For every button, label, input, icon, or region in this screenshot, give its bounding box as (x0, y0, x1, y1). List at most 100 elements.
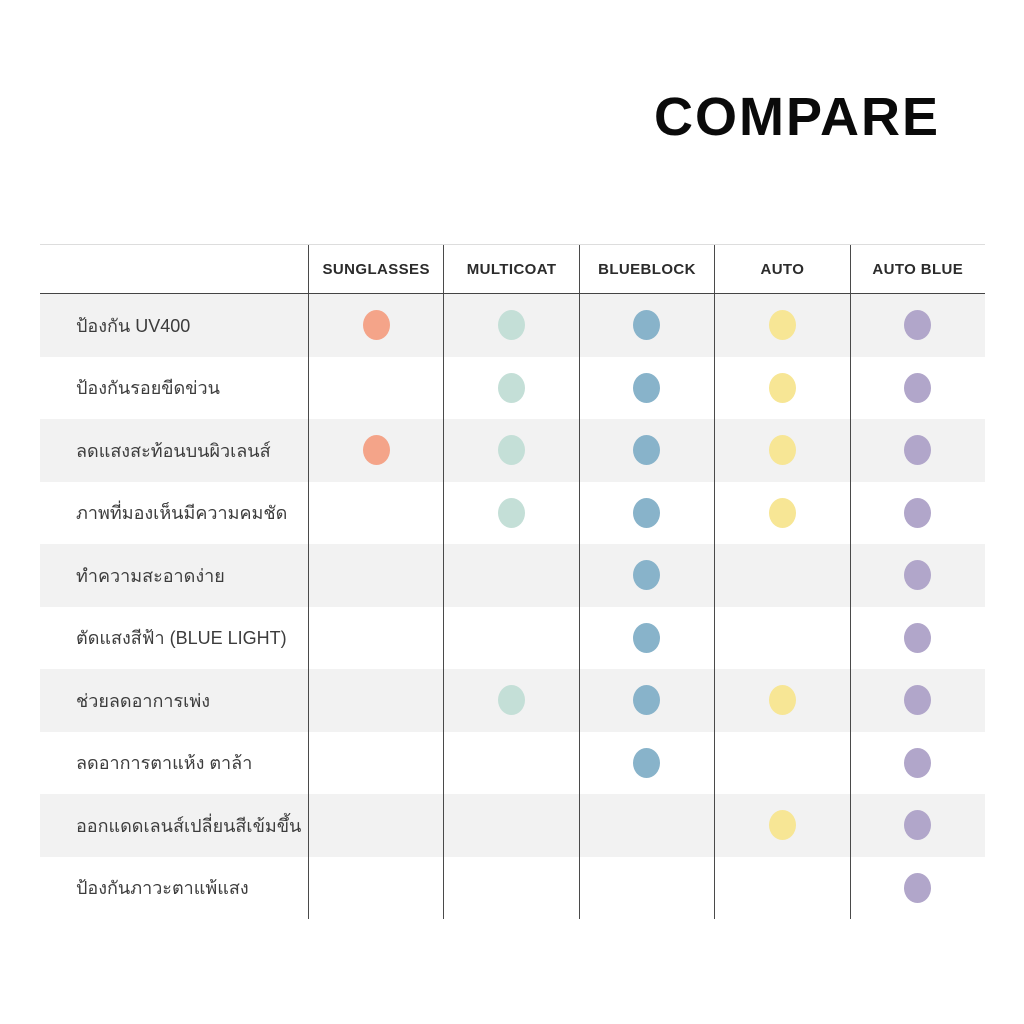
table-body: ป้องกัน UV400 ป้องกันรอยขีดข่วนลดแสงสะท้อ… (40, 294, 985, 919)
feature-cell (714, 481, 849, 544)
header-cell-multicoat: MULTICOAT (443, 245, 578, 293)
blue-dot (633, 372, 661, 403)
blue-dot (633, 435, 661, 466)
yellow-dot (768, 685, 796, 716)
feature-cell (578, 481, 714, 544)
mint-dot (498, 372, 526, 403)
row-label: ตัดแสงสีฟ้า (BLUE LIGHT) (76, 628, 287, 649)
header-cell-sunglasses: SUNGLASSES (308, 245, 443, 293)
row-label: ออกแดดเลนส์เปลี่ยนสีเข้มขึ้น (76, 815, 302, 836)
feature-cell (849, 606, 985, 669)
mint-dot (498, 497, 526, 528)
feature-cell (849, 669, 985, 732)
purple-dot (904, 622, 932, 653)
feature-cell (443, 856, 578, 919)
table-row: ลดแสงสะท้อนบนผิวเลนส์ (40, 419, 985, 482)
feature-cell (443, 481, 578, 544)
header-cell-empty (40, 245, 308, 293)
table-row: ตัดแสงสีฟ้า (BLUE LIGHT) (40, 606, 985, 669)
purple-dot (904, 872, 932, 903)
purple-dot (904, 497, 932, 528)
table-row: ออกแดดเลนส์เปลี่ยนสีเข้มขึ้น (40, 794, 985, 857)
feature-cell (308, 856, 443, 919)
feature-cell (714, 356, 849, 419)
purple-dot (904, 685, 932, 716)
feature-cell (578, 669, 714, 732)
blue-dot (633, 560, 661, 591)
table-header-row: SUNGLASSES MULTICOAT BLUEBLOCK AUTO AUTO… (40, 245, 985, 294)
feature-cell (714, 669, 849, 732)
table-row: ช่วยลดอาการเพ่ง (40, 669, 985, 732)
mint-dot (498, 435, 526, 466)
orange-dot (362, 310, 390, 341)
mint-dot (498, 685, 526, 716)
feature-cell (308, 731, 443, 794)
feature-cell (308, 294, 443, 357)
feature-cell (443, 731, 578, 794)
feature-cell (849, 294, 985, 357)
feature-cell (578, 356, 714, 419)
feature-cell (308, 481, 443, 544)
feature-cell (849, 544, 985, 607)
orange-dot (362, 435, 390, 466)
yellow-dot (768, 435, 796, 466)
table-row: ทำความสะอาดง่าย (40, 544, 985, 607)
header-cell-auto-blue: AUTO BLUE (849, 245, 985, 293)
feature-cell (443, 606, 578, 669)
blue-dot (633, 622, 661, 653)
yellow-dot (768, 497, 796, 528)
yellow-dot (768, 310, 796, 341)
feature-cell (714, 731, 849, 794)
row-label: ลดแสงสะท้อนบนผิวเลนส์ (76, 440, 271, 461)
feature-cell (308, 419, 443, 482)
purple-dot (904, 747, 932, 778)
purple-dot (904, 310, 932, 341)
feature-cell (443, 669, 578, 732)
feature-cell (308, 544, 443, 607)
feature-cell (849, 856, 985, 919)
feature-cell (308, 356, 443, 419)
yellow-dot (768, 810, 796, 841)
feature-cell (443, 794, 578, 857)
feature-cell (849, 356, 985, 419)
table-row: ป้องกันรอยขีดข่วน (40, 356, 985, 419)
row-label: ป้องกันภาวะตาแพ้แสง (76, 878, 249, 899)
comparison-table: SUNGLASSES MULTICOAT BLUEBLOCK AUTO AUTO… (40, 244, 985, 919)
feature-cell (714, 294, 849, 357)
feature-cell (578, 794, 714, 857)
feature-cell (849, 481, 985, 544)
header-cell-auto: AUTO (714, 245, 849, 293)
feature-cell (714, 544, 849, 607)
feature-cell (443, 544, 578, 607)
feature-cell (578, 294, 714, 357)
feature-cell (308, 669, 443, 732)
feature-cell (849, 419, 985, 482)
feature-cell (578, 606, 714, 669)
blue-dot (633, 310, 661, 341)
blue-dot (633, 497, 661, 528)
feature-cell (714, 419, 849, 482)
feature-cell (849, 794, 985, 857)
feature-cell (714, 856, 849, 919)
feature-cell (578, 731, 714, 794)
feature-cell (443, 419, 578, 482)
row-label: ลดอาการตาแห้ง ตาล้า (76, 753, 253, 774)
feature-cell (443, 356, 578, 419)
blue-dot (633, 747, 661, 778)
feature-cell (714, 794, 849, 857)
feature-cell (849, 731, 985, 794)
purple-dot (904, 372, 932, 403)
feature-cell (578, 419, 714, 482)
table-row: ภาพที่มองเห็นมีความคมชัด (40, 481, 985, 544)
blue-dot (633, 685, 661, 716)
feature-cell (443, 294, 578, 357)
mint-dot (498, 310, 526, 341)
table-row: ลดอาการตาแห้ง ตาล้า (40, 731, 985, 794)
table-row: ป้องกัน UV400 (40, 294, 985, 357)
page-title: COMPARE (653, 87, 940, 147)
row-label: ป้องกัน UV400 (76, 315, 191, 336)
feature-cell (578, 544, 714, 607)
feature-cell (578, 856, 714, 919)
purple-dot (904, 435, 932, 466)
